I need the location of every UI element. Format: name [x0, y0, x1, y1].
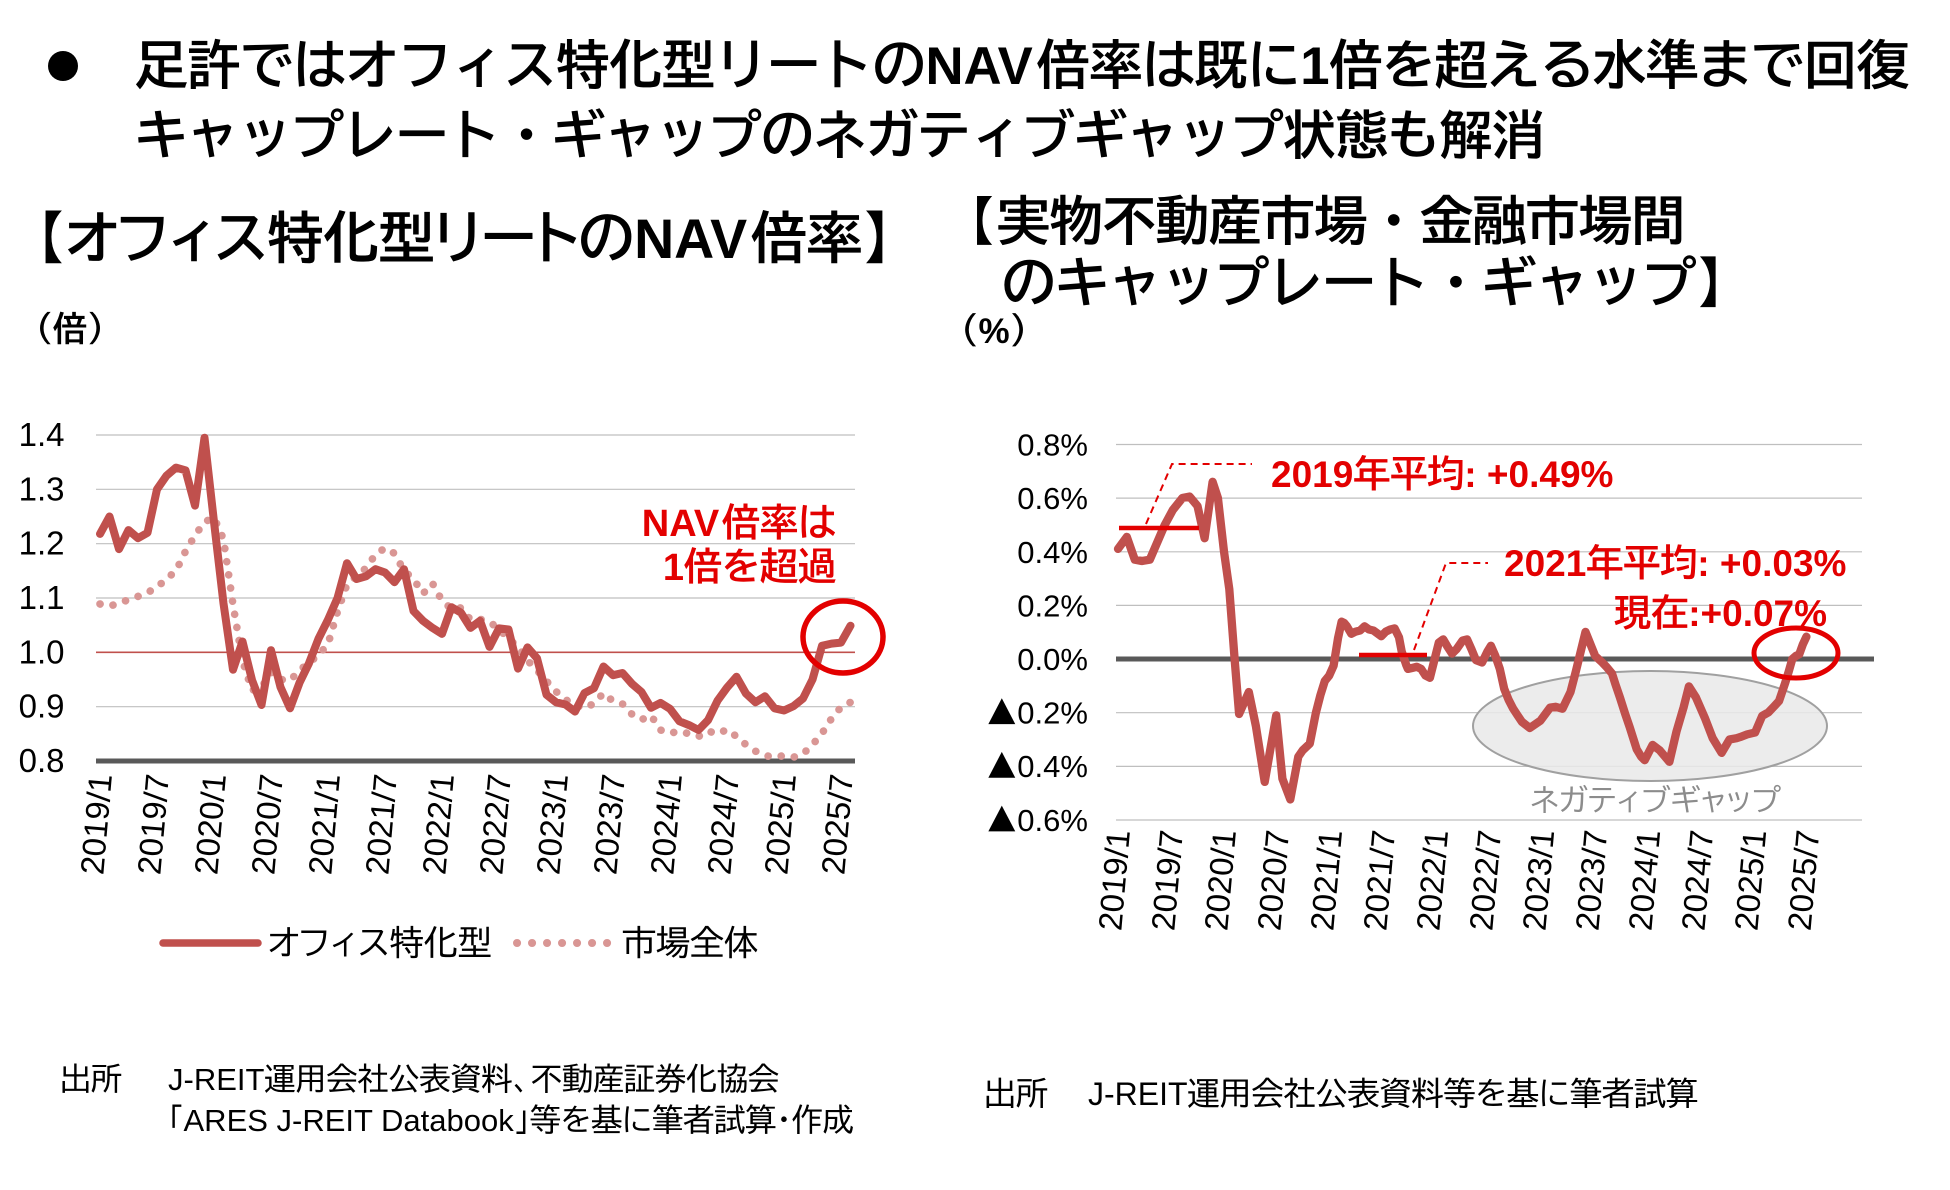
svg-text:2022/1: 2022/1 [1409, 828, 1455, 932]
svg-text:NAV: NAV [642, 503, 720, 545]
svg-text:J-REIT: J-REIT [168, 1062, 265, 1097]
svg-text:2025/1: 2025/1 [1728, 828, 1774, 932]
svg-text:0.8%: 0.8% [1017, 428, 1088, 463]
svg-text:1: 1 [663, 547, 684, 589]
svg-text:%: % [979, 312, 1010, 351]
svg-text:2023/1: 2023/1 [529, 772, 575, 876]
svg-text:2020/1: 2020/1 [187, 772, 233, 876]
svg-text:1.4: 1.4 [19, 416, 65, 453]
svg-text:0.4%: 0.4% [1017, 749, 1088, 784]
svg-text:2024/7: 2024/7 [700, 772, 746, 876]
svg-text:ARES J-REIT Databook: ARES J-REIT Databook [184, 1103, 515, 1138]
svg-text:1.3: 1.3 [19, 470, 65, 507]
svg-text:1.0: 1.0 [19, 633, 65, 670]
svg-text:2020/7: 2020/7 [244, 772, 290, 876]
svg-text:2019: 2019 [1271, 454, 1353, 495]
svg-text:2020/1: 2020/1 [1197, 828, 1243, 932]
svg-text:2025/7: 2025/7 [814, 772, 860, 876]
svg-text:2021/7: 2021/7 [1356, 828, 1402, 932]
svg-text:0.2%: 0.2% [1017, 696, 1088, 731]
svg-text:0.4%: 0.4% [1017, 535, 1088, 570]
svg-text:2023/1: 2023/1 [1516, 828, 1562, 932]
svg-text:2023/7: 2023/7 [586, 772, 632, 876]
svg-text:2019/7: 2019/7 [130, 772, 176, 876]
svg-text:0.2%: 0.2% [1017, 588, 1088, 623]
svg-text:NAV: NAV [634, 208, 747, 270]
svg-text:2022/7: 2022/7 [1462, 828, 1508, 932]
svg-text:0.9: 0.9 [19, 688, 65, 725]
svg-text:2021: 2021 [1504, 543, 1586, 584]
svg-text::+0.07%: :+0.07% [1688, 593, 1827, 634]
svg-text:2023/7: 2023/7 [1569, 828, 1615, 932]
svg-text:2021/1: 2021/1 [301, 772, 347, 876]
svg-text:2019/1: 2019/1 [1091, 828, 1137, 932]
svg-text:2019/7: 2019/7 [1144, 828, 1190, 932]
svg-text:J-REIT: J-REIT [1088, 1076, 1188, 1112]
svg-text:0.0%: 0.0% [1017, 642, 1088, 677]
svg-text:2022/1: 2022/1 [415, 772, 461, 876]
svg-text:: +0.49%: : +0.49% [1464, 454, 1613, 495]
svg-text:2021/1: 2021/1 [1303, 828, 1349, 932]
svg-text:2024/1: 2024/1 [643, 772, 689, 876]
svg-text:2022/7: 2022/7 [472, 772, 518, 876]
svg-text:2021/7: 2021/7 [358, 772, 404, 876]
svg-text:0.8: 0.8 [19, 742, 65, 779]
svg-text:NAV: NAV [926, 37, 1033, 96]
svg-text:2019/1: 2019/1 [73, 772, 119, 876]
svg-text:2025/7: 2025/7 [1781, 828, 1827, 932]
svg-text:0.6%: 0.6% [1017, 481, 1088, 516]
svg-text:1: 1 [1300, 37, 1329, 96]
svg-text:2024/1: 2024/1 [1622, 828, 1668, 932]
svg-text:2025/1: 2025/1 [757, 772, 803, 876]
svg-text:2020/7: 2020/7 [1250, 828, 1296, 932]
svg-text:: +0.03%: : +0.03% [1697, 543, 1846, 584]
svg-text:0.6%: 0.6% [1017, 803, 1088, 838]
svg-text:1.2: 1.2 [19, 525, 65, 562]
svg-text:2024/7: 2024/7 [1675, 828, 1721, 932]
svg-text:1.1: 1.1 [19, 579, 65, 616]
